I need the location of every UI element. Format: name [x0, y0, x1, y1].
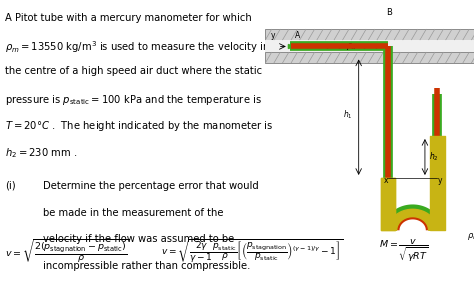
Text: incompressible rather than compressible.: incompressible rather than compressible.	[43, 261, 250, 271]
Text: A Pitot tube with a mercury manometer for which: A Pitot tube with a mercury manometer fo…	[5, 13, 252, 23]
Text: A: A	[295, 31, 300, 40]
Text: pressure is $p_{\mathrm{static}} = 100\ \mathrm{kPa}$ and the temperature is: pressure is $p_{\mathrm{static}} = 100\ …	[5, 93, 262, 107]
Text: y: y	[438, 176, 442, 185]
Text: (i): (i)	[5, 181, 15, 191]
Text: $\rho_m = 13550\ \mathrm{kg/m^3}$ is used to measure the velocity in: $\rho_m = 13550\ \mathrm{kg/m^3}$ is use…	[5, 39, 270, 55]
Text: B: B	[386, 8, 392, 17]
Text: $h_1$: $h_1$	[343, 109, 353, 122]
Text: $T = 20°C$ .  The height indicated by the manometer is: $T = 20°C$ . The height indicated by the…	[5, 119, 273, 133]
Text: $\rho_m$: $\rho_m$	[466, 231, 474, 242]
Text: velocity if the flow was assumed to be: velocity if the flow was assumed to be	[43, 234, 234, 244]
Text: Determine the percentage error that would: Determine the percentage error that woul…	[43, 181, 258, 191]
Text: $h_2$: $h_2$	[428, 151, 438, 163]
Text: be made in the measurement of the: be made in the measurement of the	[43, 208, 223, 218]
Text: $v = \sqrt{\dfrac{2\gamma}{\gamma - 1} \dfrac{p_{\mathrm{static}}}{\rho}\left[\l: $v = \sqrt{\dfrac{2\gamma}{\gamma - 1} \…	[161, 238, 343, 265]
Text: $M = \dfrac{v}{\sqrt{\gamma RT}}$: $M = \dfrac{v}{\sqrt{\gamma RT}}$	[379, 238, 428, 264]
Text: the centre of a high speed air duct where the static: the centre of a high speed air duct wher…	[5, 66, 262, 76]
Text: $\rho_a$: $\rho_a$	[346, 41, 356, 52]
Text: x: x	[383, 176, 388, 185]
Text: $h_2 = 230\ \mathrm{mm}$ .: $h_2 = 230\ \mathrm{mm}$ .	[5, 146, 77, 160]
Bar	[265, 29, 474, 40]
Polygon shape	[388, 209, 437, 230]
Text: y: y	[271, 31, 275, 40]
Bar	[265, 40, 474, 52]
Text: $v = \sqrt{\dfrac{2(p_{\mathrm{stagnation}} - p_{\mathrm{static}})}{\rho}}$: $v = \sqrt{\dfrac{2(p_{\mathrm{stagnatio…	[5, 238, 129, 265]
Bar	[265, 52, 474, 63]
